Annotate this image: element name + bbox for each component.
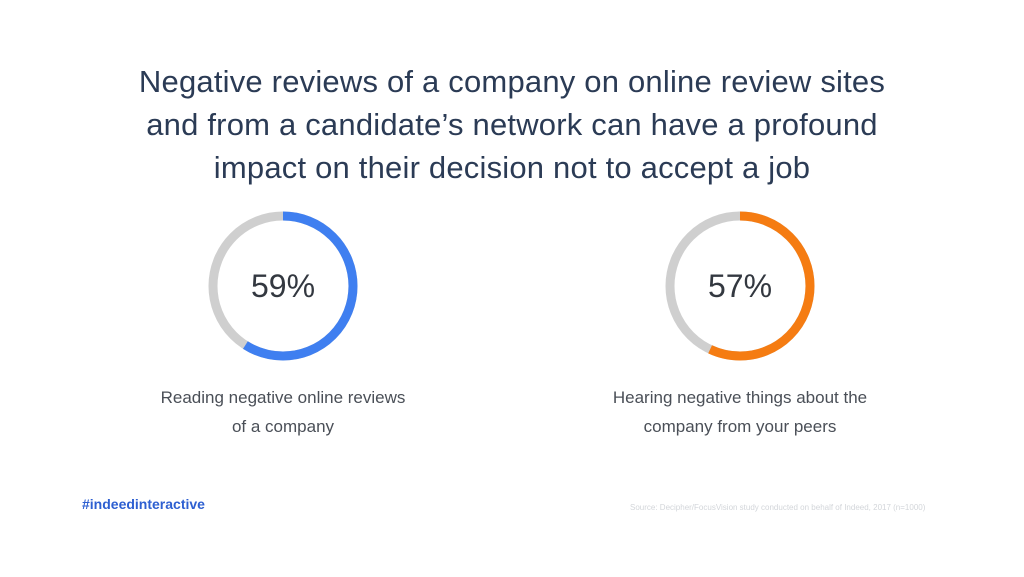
donut-percent-label: 59% [250,268,316,304]
donut-svg [665,211,815,361]
donut-value-arc [665,211,815,361]
caption-line-2: of a company [231,417,335,436]
donut-percent-label: 57% [707,268,773,304]
caption-reading-reviews: Reading negative online reviews of a com… [123,383,443,441]
hashtag-label: #indeedinteractive [82,496,205,512]
title-line-1: Negative reviews of a company on online … [138,64,886,99]
caption-line-1: Hearing negative things about the [612,388,868,407]
caption-line-2: company from your peers [643,417,837,436]
caption-hearing-peers: Hearing negative things about the compan… [580,383,900,441]
title-line-2: and from a candidate’s network can have … [146,107,878,142]
donut-value-arc [208,211,358,361]
donut-chart-hearing-peers: 57% [662,208,818,364]
slide-title: Negative reviews of a company on online … [60,60,964,189]
title-line-3: impact on their decision not to accept a… [213,150,811,185]
donut-svg [208,211,358,361]
caption-line-1: Reading negative online reviews [160,388,406,407]
donut-chart-reading-reviews: 59% [205,208,361,364]
source-note: Source: Decipher/FocusVision study condu… [630,503,926,512]
